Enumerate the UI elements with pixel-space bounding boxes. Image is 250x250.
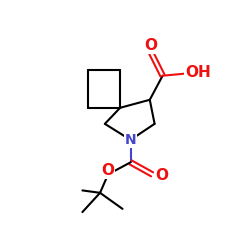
- Text: O: O: [155, 168, 168, 183]
- Text: OH: OH: [185, 65, 211, 80]
- Text: O: O: [144, 38, 157, 53]
- Text: O: O: [101, 163, 114, 178]
- Text: N: N: [125, 133, 136, 147]
